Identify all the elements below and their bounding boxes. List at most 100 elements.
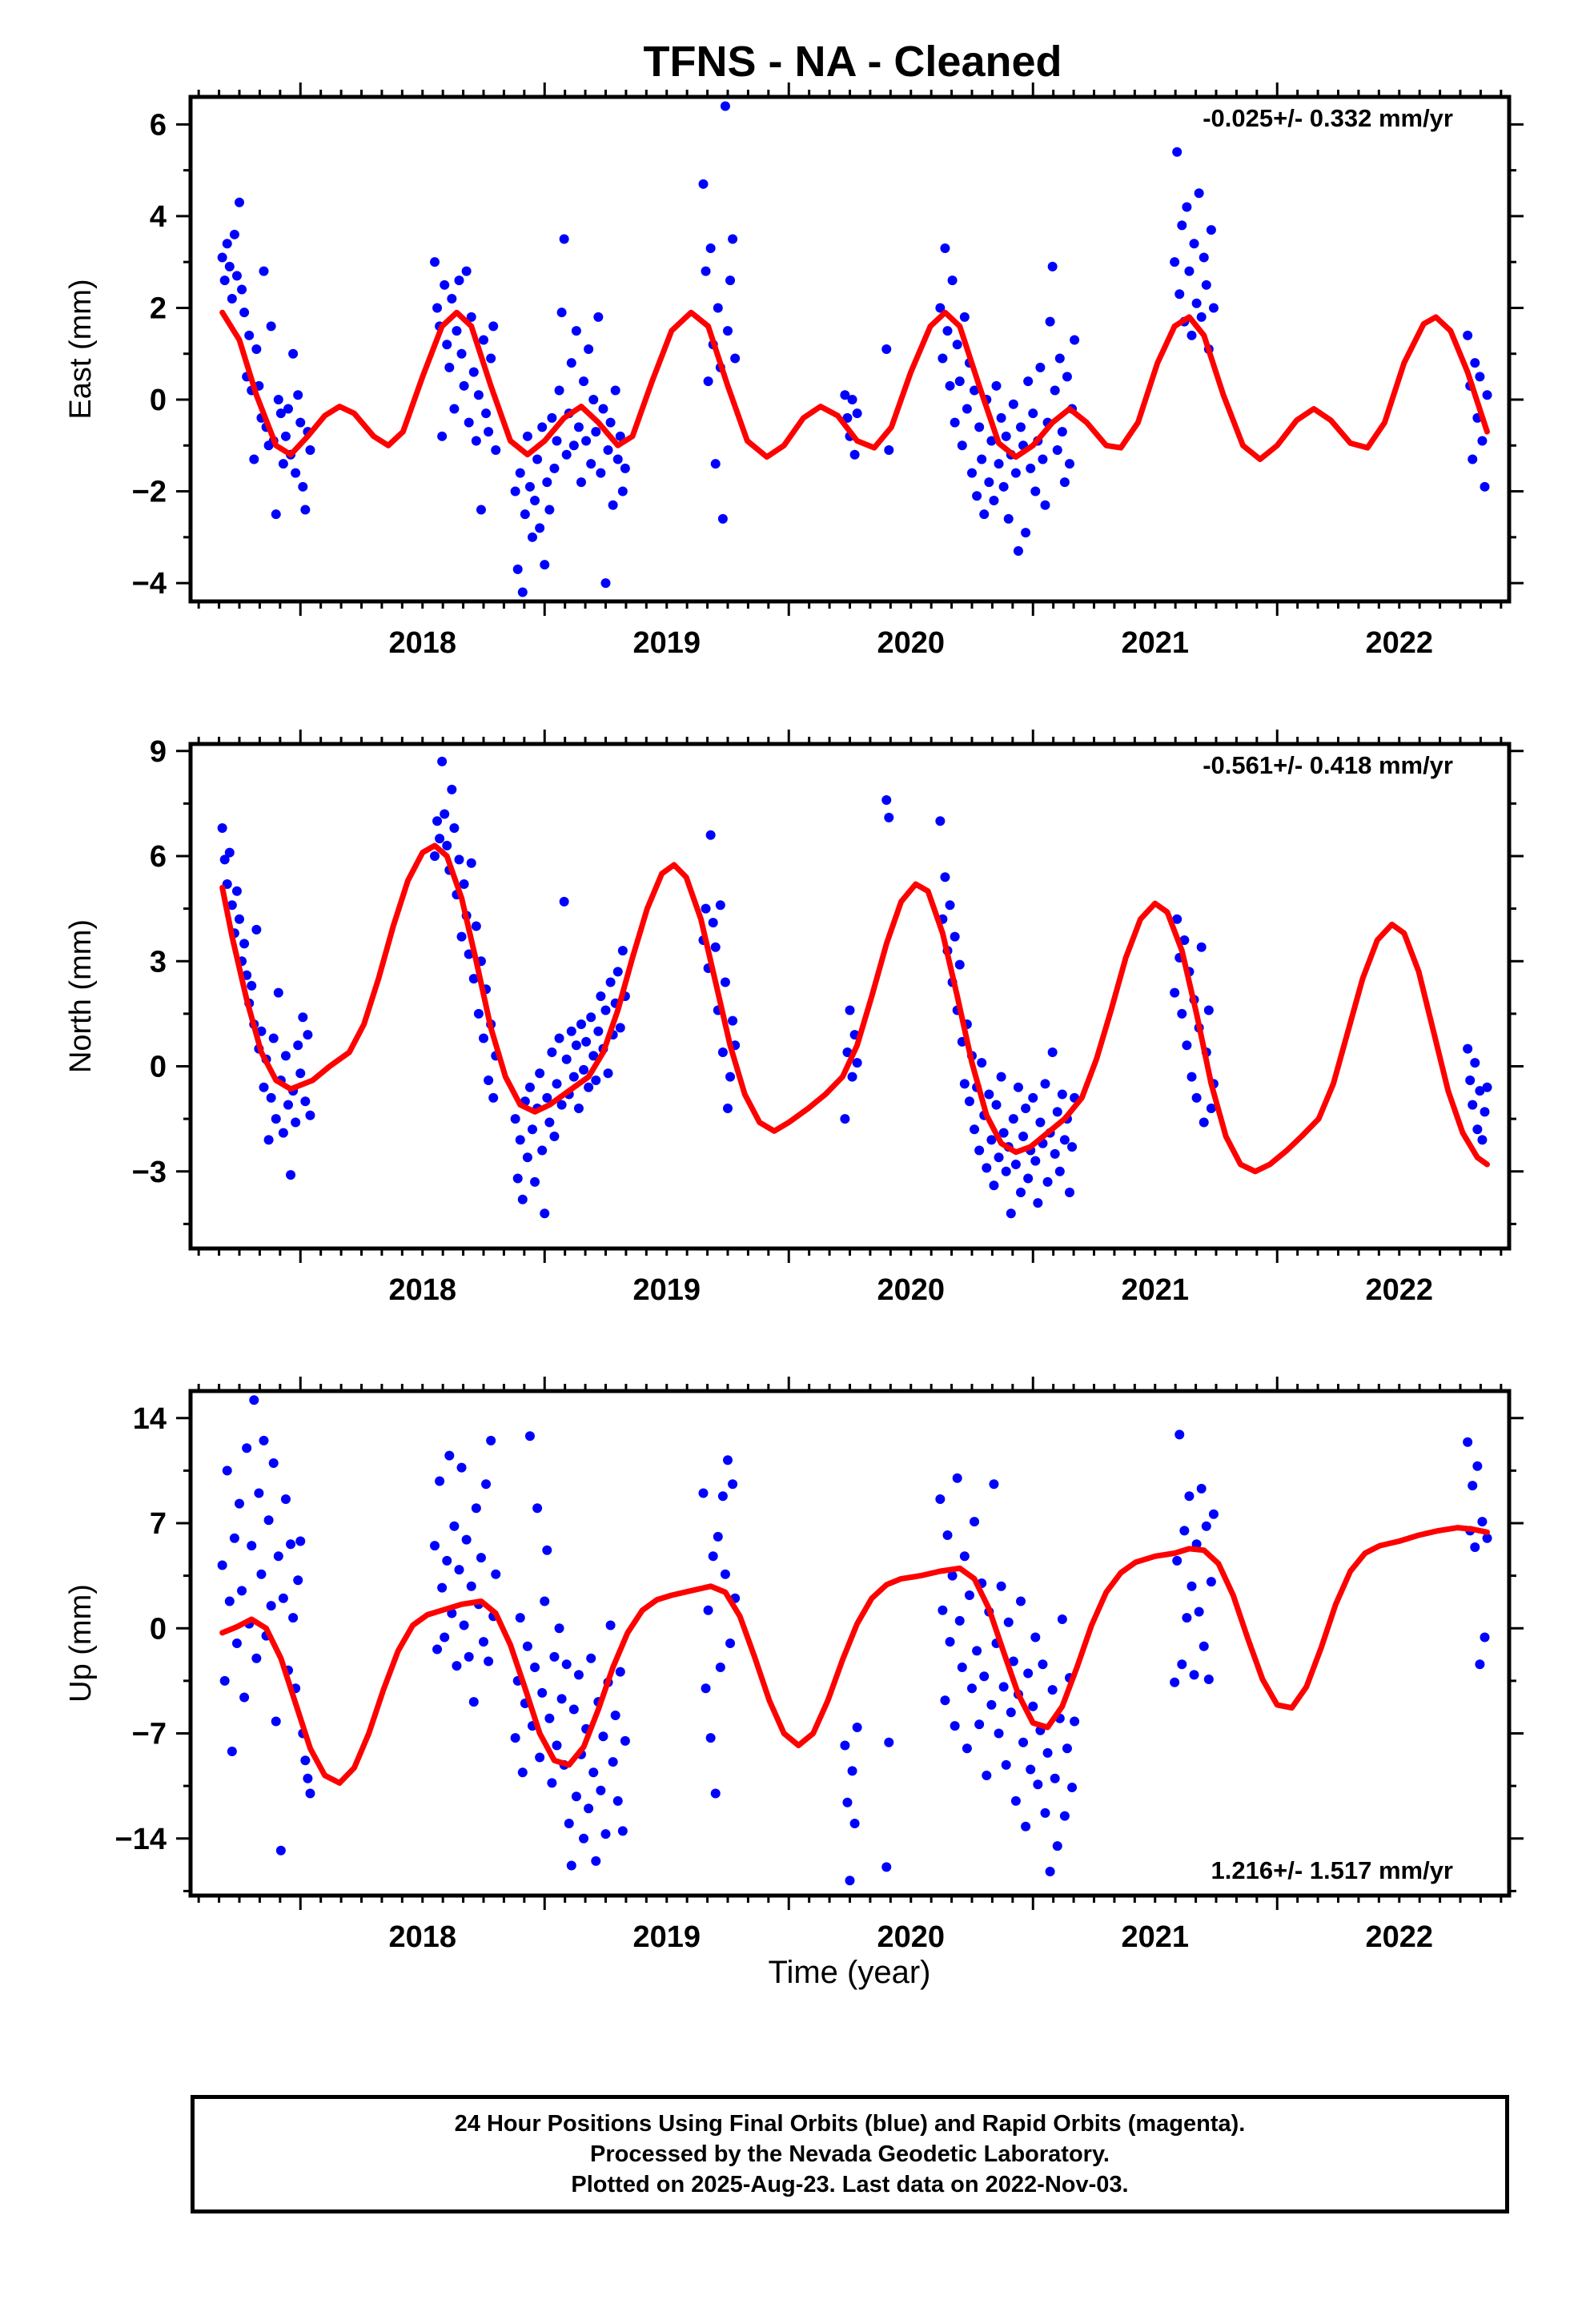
up-data-point — [464, 1651, 474, 1662]
north-data-point — [1035, 1117, 1046, 1128]
east-data-point — [717, 513, 728, 524]
north-data-point — [286, 1170, 296, 1180]
east-data-point — [280, 431, 291, 441]
up-data-point — [1199, 1641, 1209, 1651]
north-data-point — [1475, 1086, 1485, 1096]
north-data-point — [542, 1092, 552, 1103]
east-data-point — [852, 408, 862, 419]
up-data-point — [962, 1743, 972, 1754]
up-data-point — [1182, 1613, 1192, 1623]
up-data-point — [537, 1687, 548, 1698]
north-data-point — [1179, 935, 1190, 945]
up-data-point — [1003, 1617, 1014, 1627]
up-data-point — [708, 1551, 718, 1562]
north-data-point — [522, 1152, 532, 1163]
up-data-point — [940, 1695, 950, 1706]
up-data-point — [1018, 1737, 1029, 1747]
north-data-point — [581, 1036, 592, 1047]
east-data-point — [942, 326, 953, 336]
north-y-tick-label: 9 — [150, 735, 167, 769]
north-data-point — [723, 1104, 733, 1113]
north-data-point — [259, 1082, 269, 1092]
east-data-point — [510, 486, 520, 497]
east-data-point — [266, 321, 276, 332]
east-y-tick-label: 6 — [150, 108, 167, 142]
north-data-point — [1172, 914, 1182, 924]
up-data-point — [974, 1719, 985, 1730]
north-data-point — [484, 1076, 494, 1085]
up-data-point — [852, 1723, 862, 1732]
north-data-point — [991, 1100, 1002, 1110]
up-data-point — [556, 1694, 567, 1704]
up-data-point — [273, 1551, 283, 1562]
east-x-tick-label: 2019 — [632, 626, 701, 660]
east-data-point — [239, 308, 250, 318]
up-data-point — [476, 1553, 486, 1563]
up-data-point — [945, 1637, 955, 1647]
up-data-point — [454, 1565, 464, 1575]
east-data-point — [728, 234, 738, 244]
up-data-point — [573, 1670, 584, 1680]
up-data-point — [705, 1733, 716, 1743]
east-data-point — [293, 390, 303, 400]
east-x-tick-label: 2018 — [388, 626, 456, 660]
up-data-point — [1050, 1773, 1060, 1783]
up-data-point — [1172, 1555, 1182, 1566]
up-data-point — [459, 1620, 469, 1630]
north-data-point — [1465, 1076, 1476, 1085]
north-panel: 2018 2019 2020 2021 2022 −3 0 3 6 9 North (mm) -0.5… — [64, 730, 1524, 1307]
up-data-point — [720, 1569, 730, 1579]
east-data-point — [468, 367, 479, 377]
up-data-point — [484, 1656, 494, 1667]
north-data-point — [231, 886, 242, 896]
east-data-point — [705, 243, 716, 253]
east-data-point — [617, 486, 628, 497]
north-data-point — [881, 795, 892, 805]
east-data-point — [996, 412, 1006, 423]
east-data-point — [610, 385, 620, 396]
up-data-point — [1008, 1656, 1018, 1667]
east-data-point — [1021, 528, 1031, 538]
north-data-point — [940, 872, 950, 883]
up-data-point — [1470, 1542, 1480, 1552]
up-data-point — [938, 1605, 948, 1615]
east-data-point — [950, 417, 960, 428]
north-fit-line — [219, 842, 1490, 1175]
east-data-point — [552, 436, 562, 446]
north-data-point — [1033, 1198, 1043, 1208]
up-data-point — [224, 1596, 235, 1606]
north-y-tick-label: −3 — [132, 1156, 167, 1189]
up-data-point — [959, 1551, 970, 1562]
up-data-point — [1170, 1677, 1180, 1687]
up-data-point — [288, 1613, 299, 1623]
east-data-point — [430, 257, 440, 267]
up-data-point — [456, 1462, 467, 1473]
north-data-point — [605, 977, 616, 987]
up-y-axis-label: Up (mm) — [64, 1584, 98, 1703]
east-data-point — [730, 353, 741, 364]
up-data-point — [579, 1833, 589, 1844]
up-x-tick-label: 2021 — [1121, 1920, 1189, 1954]
north-data-point — [235, 914, 244, 924]
east-data-point — [437, 431, 448, 441]
north-data-point — [586, 1012, 596, 1023]
up-x-tick-label: 2019 — [632, 1920, 701, 1954]
up-data-point — [710, 1788, 721, 1799]
up-data-point — [989, 1479, 999, 1490]
up-data-point — [295, 1536, 306, 1546]
up-data-point — [481, 1479, 492, 1490]
up-data-point — [222, 1466, 232, 1476]
east-data-point — [222, 239, 232, 249]
east-data-point — [249, 454, 259, 464]
east-data-point — [840, 390, 850, 400]
east-data-point — [1482, 390, 1492, 400]
east-data-point — [452, 326, 462, 336]
east-data-point — [556, 308, 567, 318]
up-data-point — [305, 1788, 315, 1799]
east-data-point — [1070, 335, 1080, 345]
north-data-point — [524, 1082, 535, 1092]
north-data-point — [1470, 1058, 1480, 1068]
north-y-axis-label: North (mm) — [64, 919, 98, 1073]
east-data-point — [217, 252, 227, 263]
chart-title: TFNS - NA - Cleaned — [643, 38, 1062, 86]
